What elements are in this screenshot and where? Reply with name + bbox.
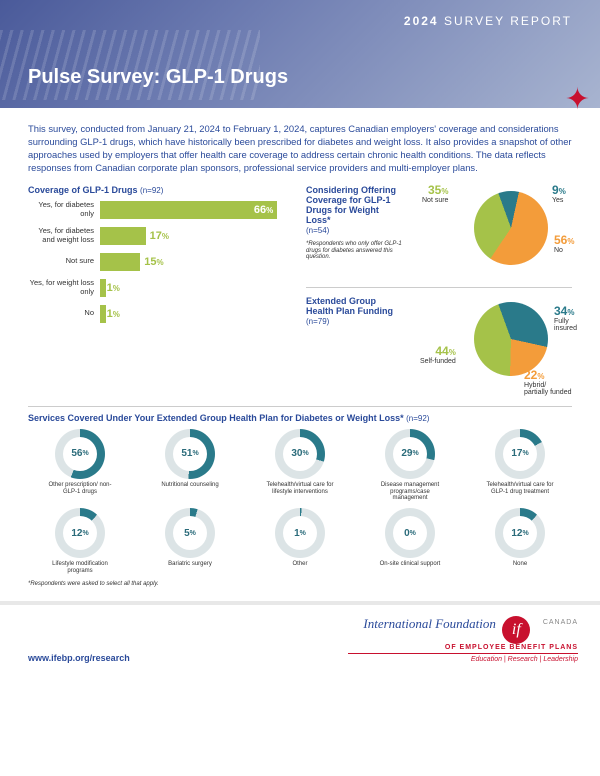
pie1-title: Considering Offering Coverage for GLP-1 … [306, 185, 404, 235]
bar-track: 15% [100, 253, 288, 271]
pie2-block: Extended Group Health Plan Funding (n=79… [306, 287, 572, 386]
donut-item: 56% Other prescription/ non-GLP-1 drugs [28, 429, 132, 503]
donut-chart: 17% [495, 429, 545, 479]
maple-leaf-icon: ✦ [565, 82, 590, 117]
bar-label: Not sure [28, 257, 100, 266]
pie-slice-label: 9%Yes [552, 183, 566, 204]
donut-item: 12% Lifestyle modification programs [28, 508, 132, 575]
donut-value: 12% [55, 508, 105, 558]
donut-value: 56% [55, 429, 105, 479]
bar-track: 1% [100, 305, 288, 323]
donut-label: Telehealth/virtual care for GLP-1 drug t… [486, 482, 554, 496]
bar-track: 17% [100, 227, 288, 245]
donut-item: 1% Other [248, 508, 352, 575]
donut-item: 30% Telehealth/virtual care for lifestyl… [248, 429, 352, 503]
org-subtitle: OF EMPLOYEE BENEFIT PLANS [348, 644, 578, 651]
donut-value: 17% [495, 429, 545, 479]
donut-label: Bariatric surgery [168, 561, 212, 568]
org-name: International Foundation [363, 616, 496, 631]
header-banner: 2024 SURVEY REPORT Pulse Survey: GLP-1 D… [0, 0, 600, 108]
section-divider [28, 406, 572, 407]
donut-chart: 0% [385, 508, 435, 558]
bar-row: Yes, for diabetes and weight loss 17% [28, 227, 288, 245]
bar-row: Yes, for weight loss only 1% [28, 279, 288, 297]
bar-row: Not sure 15% [28, 253, 288, 271]
pie-charts-column: Considering Offering Coverage for GLP-1 … [306, 185, 572, 398]
report-label: 2024 SURVEY REPORT [28, 14, 572, 28]
bar-row: No 1% [28, 305, 288, 323]
bar-track: 1% [100, 279, 288, 297]
pie-chart [474, 191, 548, 265]
pie-chart [474, 302, 548, 376]
donut-label: Lifestyle modification programs [46, 561, 114, 575]
main-content: Coverage of GLP-1 Drugs (n=92) Yes, for … [0, 185, 600, 398]
donut-chart: 5% [165, 508, 215, 558]
donut-value: 12% [495, 508, 545, 558]
donut-label: Telehealth/virtual care for lifestyle in… [266, 482, 334, 496]
donut-chart: 1% [275, 508, 325, 558]
pie-slice-label: 56%No [554, 233, 574, 254]
pie2-title: Extended Group Health Plan Funding (n=79… [306, 296, 404, 326]
services-title: Services Covered Under Your Extended Gro… [28, 413, 572, 423]
donut-value: 30% [275, 429, 325, 479]
header-decoration [0, 30, 260, 100]
pie-slice-label: 35%Not sure [422, 183, 448, 204]
donut-item: 51% Nutritional counseling [138, 429, 242, 503]
donut-chart: 12% [495, 508, 545, 558]
donut-label: Other prescription/ non-GLP-1 drugs [46, 482, 114, 496]
donut-chart: 56% [55, 429, 105, 479]
donut-item: 17% Telehealth/virtual care for GLP-1 dr… [468, 429, 572, 503]
footer-url: www.ifebp.org/research [28, 653, 130, 663]
donut-chart: 30% [275, 429, 325, 479]
services-section: Services Covered Under Your Extended Gro… [0, 413, 600, 587]
coverage-chart: Coverage of GLP-1 Drugs (n=92) Yes, for … [28, 185, 288, 398]
bar-label: Yes, for diabetes only [28, 201, 100, 218]
logo-divider [348, 653, 578, 654]
bar-track: 66% [100, 201, 288, 219]
donut-value: 1% [275, 508, 325, 558]
donut-label: Disease management programs/case managem… [376, 482, 444, 503]
bar-label: Yes, for weight loss only [28, 279, 100, 296]
pie1-footnote: *Respondents who only offer GLP-1 drugs … [306, 241, 404, 262]
donut-item: 5% Bariatric surgery [138, 508, 242, 575]
donut-label: Nutritional counseling [161, 482, 218, 489]
pie1-block: Considering Offering Coverage for GLP-1 … [306, 185, 572, 275]
canada-label: CANADA [543, 619, 578, 626]
footer: www.ifebp.org/research International Fou… [0, 605, 600, 677]
bar-row: Yes, for diabetes only 66% [28, 201, 288, 219]
donut-value: 5% [165, 508, 215, 558]
pie-slice-label: 34%Fully insured [554, 304, 577, 332]
coverage-title: Coverage of GLP-1 Drugs (n=92) [28, 185, 288, 195]
donut-item: 0% On-site clinical support [358, 508, 462, 575]
pie-slice-label: 44%Self-funded [420, 344, 456, 365]
services-footnote: *Respondents were asked to select all th… [28, 581, 572, 587]
donut-label: On-site clinical support [380, 561, 441, 568]
bar-label: No [28, 309, 100, 318]
footer-logo: International Foundation if CANADA OF EM… [348, 615, 578, 663]
donut-label: Other [292, 561, 307, 568]
donut-value: 29% [385, 429, 435, 479]
donut-chart: 29% [385, 429, 435, 479]
donut-chart: 12% [55, 508, 105, 558]
donut-value: 51% [165, 429, 215, 479]
donut-value: 0% [385, 508, 435, 558]
pie-slice-label: 22%Hybrid/ partially funded [524, 368, 572, 396]
org-tagline: Education | Research | Leadership [348, 656, 578, 663]
donut-item: 12% None [468, 508, 572, 575]
intro-paragraph: This survey, conducted from January 21, … [0, 108, 600, 185]
donut-label: None [513, 561, 527, 568]
logo-mark-icon: if [502, 616, 530, 644]
donut-chart: 51% [165, 429, 215, 479]
bar-label: Yes, for diabetes and weight loss [28, 227, 100, 244]
donut-item: 29% Disease management programs/case man… [358, 429, 462, 503]
